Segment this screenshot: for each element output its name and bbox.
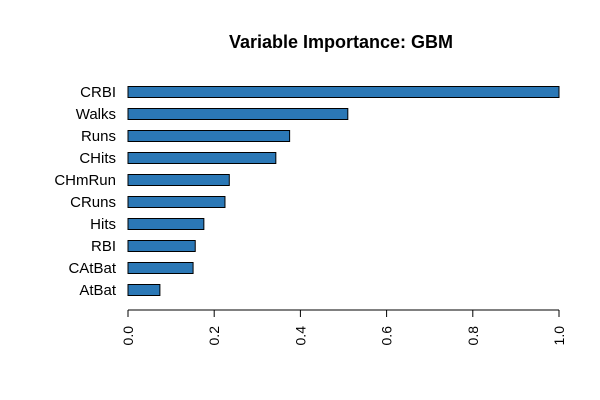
category-label-runs: Runs [81, 128, 116, 145]
x-tick-label-0-6: 0.6 [379, 326, 395, 346]
category-label-cruns: CRuns [70, 194, 116, 211]
chart-title: Variable Importance: GBM [229, 32, 453, 52]
category-label-rbi: RBI [91, 238, 116, 255]
bar-chits [127, 152, 277, 164]
category-labels: CRBI Walks Runs CHits CHmRun CRuns Hits RBI CAtB… [54, 84, 117, 299]
bars-group [127, 86, 560, 296]
bar-cruns [127, 196, 226, 208]
bar-atbat [127, 284, 161, 296]
bar-rbi [127, 240, 196, 252]
category-label-chmrun: CHmRun [54, 172, 116, 189]
bar-walks [127, 108, 349, 120]
category-label-crbi: CRBI [80, 84, 116, 101]
category-label-chits: CHits [79, 150, 116, 167]
category-label-atbat: AtBat [79, 282, 117, 299]
x-tick-label-0-2: 0.2 [206, 326, 222, 346]
bar-runs [127, 130, 291, 142]
bar-crbi [127, 86, 560, 98]
category-label-hits: Hits [90, 216, 116, 233]
x-tick-label-0-0: 0.0 [120, 326, 136, 346]
bar-chmrun [127, 174, 230, 186]
category-label-walks: Walks [76, 106, 116, 123]
category-label-catbat: CAtBat [68, 260, 116, 277]
x-tick-label-0-8: 0.8 [465, 326, 481, 346]
bar-catbat [127, 262, 194, 274]
bar-hits [127, 218, 205, 230]
x-tick-label-1-0: 1.0 [551, 326, 567, 346]
x-axis: 0.0 0.2 0.4 0.6 0.8 1.0 [120, 309, 567, 346]
x-tick-label-0-4: 0.4 [292, 326, 308, 346]
